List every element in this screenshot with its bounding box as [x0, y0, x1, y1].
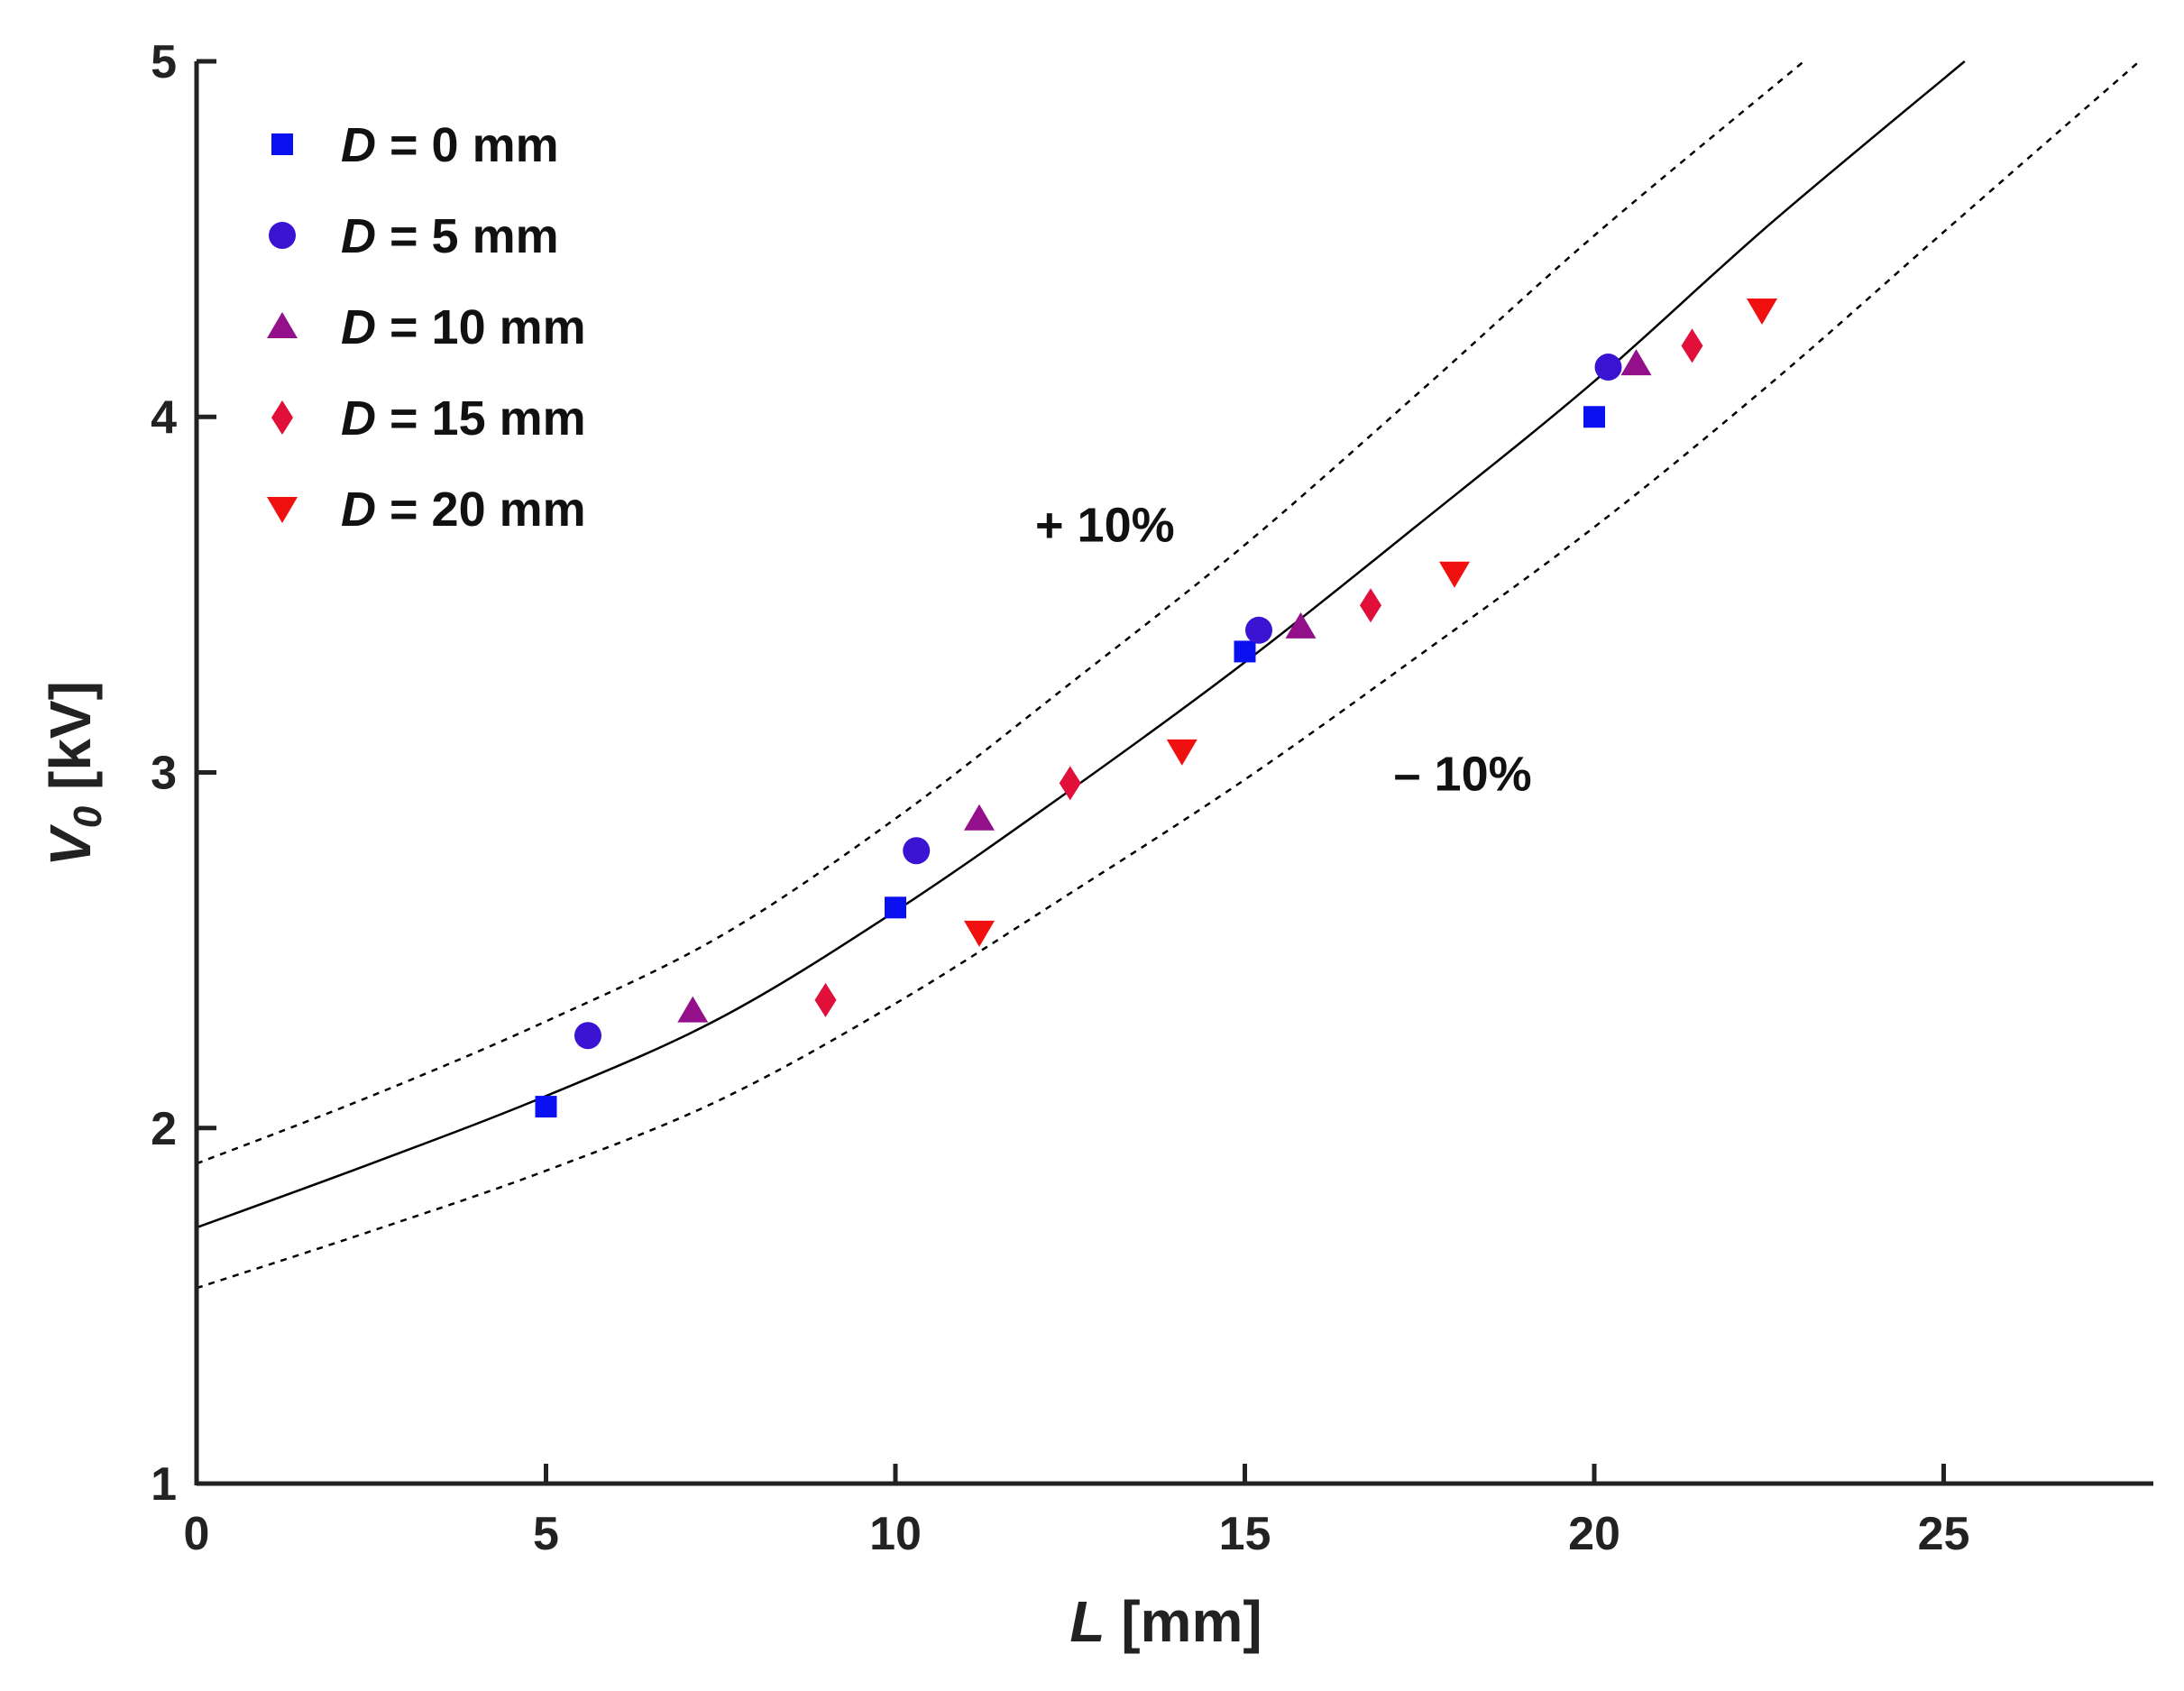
y-axis-title: V0 [kV]: [38, 681, 110, 867]
x-tick-label-3: 15: [1219, 1508, 1271, 1560]
y-axis-title-var: V: [38, 823, 103, 867]
legend-label-rest-4: = 20 mm: [376, 482, 586, 537]
legend-marker-4: [267, 497, 298, 523]
legend-label-rest-0: = 0 mm: [376, 118, 559, 172]
legend-label-2: D = 10 mm: [341, 300, 586, 354]
upper-band-annotation: + 10%: [1035, 499, 1175, 553]
data-point-s3-p0: [814, 982, 837, 1017]
data-point-s3-p2: [1360, 588, 1381, 623]
data-point-s1-p2: [1245, 616, 1272, 644]
upper-band-curve: [196, 60, 1805, 1165]
data-point-s4-p2: [1439, 561, 1470, 588]
legend-marker-1: [269, 222, 296, 249]
data-point-s2-p1: [964, 804, 995, 831]
data-point-s2-p2: [1285, 611, 1317, 639]
legend-label-4: D = 20 mm: [341, 482, 586, 537]
data-point-s1-p3: [1594, 354, 1622, 381]
x-tick-label-2: 10: [869, 1508, 922, 1560]
legend-label-rest-3: = 15 mm: [376, 391, 586, 446]
x-axis-title-var: L: [1069, 1589, 1105, 1654]
fit-curve: [196, 60, 1966, 1229]
lower-band-annotation: – 10%: [1394, 748, 1532, 802]
data-point-s4-p3: [1747, 298, 1777, 325]
legend-label-rest-2: = 10 mm: [376, 300, 586, 354]
legend-label-rest-1: = 5 mm: [376, 209, 559, 263]
y-axis-title-sub: 0: [66, 805, 110, 828]
x-tick-label-1: 5: [533, 1508, 559, 1560]
legend-label-var-1: D: [341, 209, 376, 263]
legend-label-3: D = 15 mm: [341, 391, 586, 446]
x-tick-label-4: 20: [1568, 1508, 1620, 1560]
data-point-s0-p0: [535, 1096, 557, 1118]
legend-marker-3: [271, 400, 293, 435]
y-tick-label-0: 1: [151, 1458, 177, 1511]
data-point-s0-p2: [1234, 640, 1256, 663]
legend-label-var-2: D: [341, 300, 376, 354]
axes-layer: [194, 61, 2153, 1486]
x-axis-title: L [mm]: [1069, 1589, 1262, 1654]
legend-label-var-3: D: [341, 391, 376, 446]
legend-label-0: D = 0 mm: [341, 118, 559, 172]
y-tick-label-1: 2: [151, 1103, 177, 1155]
x-axis-title-unit: [mm]: [1105, 1589, 1262, 1654]
annotation-layer: + 10% – 10%: [1035, 499, 1532, 802]
legend-marker-0: [271, 133, 293, 155]
curve-layer: [196, 60, 2141, 1290]
y-tick-label-2: 3: [151, 748, 177, 800]
marker-layer: [535, 298, 1777, 1118]
data-point-s4-p1: [1166, 739, 1198, 766]
data-point-s3-p1: [1059, 766, 1081, 801]
data-point-s0-p3: [1583, 406, 1605, 428]
x-tick-label-0: 0: [184, 1508, 210, 1560]
y-tick-label-3: 4: [151, 391, 177, 444]
data-point-s2-p3: [1620, 349, 1652, 376]
data-point-s4-p0: [964, 920, 995, 947]
y-tick-label-4: 5: [151, 36, 177, 88]
legend-label-1: D = 5 mm: [341, 209, 559, 263]
x-tick-label-5: 25: [1918, 1508, 1970, 1560]
data-point-s1-p0: [574, 1022, 601, 1050]
lower-band-curve: [196, 60, 2141, 1290]
y-axis-title-unit: [kV]: [38, 681, 103, 806]
data-point-s1-p1: [903, 837, 931, 865]
legend-label-var-0: D: [341, 118, 376, 172]
data-point-s3-p3: [1681, 328, 1703, 363]
data-point-s2-p0: [677, 996, 709, 1023]
legend: D = 0 mmD = 5 mmD = 10 mmD = 15 mmD = 20…: [267, 118, 586, 537]
tick-layer: 0 5 10 15 20 25 1 2 3 4 5: [151, 36, 1969, 1560]
legend-label-var-4: D: [341, 482, 376, 537]
legend-marker-2: [267, 312, 298, 338]
data-point-s0-p1: [885, 896, 906, 919]
